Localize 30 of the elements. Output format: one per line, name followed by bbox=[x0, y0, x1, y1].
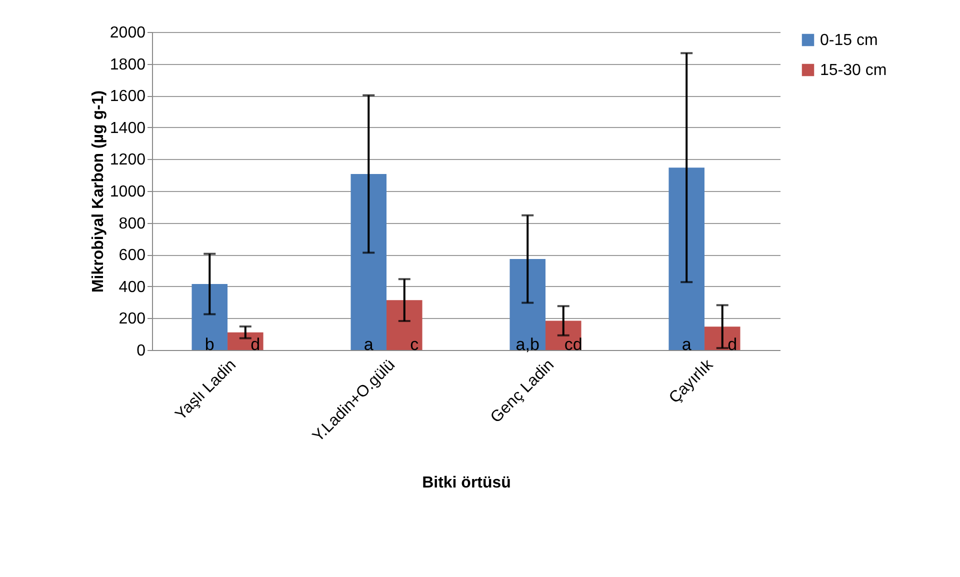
bar bbox=[545, 320, 582, 350]
legend-label: 15-30 cm bbox=[820, 62, 887, 79]
y-tick-label: 200 bbox=[118, 310, 146, 328]
data-label: cd bbox=[564, 335, 582, 354]
legend-label: 0-15 cm bbox=[820, 32, 878, 49]
y-axis-title: Mikrobiyal Karbon (µg g-1) bbox=[90, 90, 107, 293]
bar bbox=[228, 332, 264, 350]
data-label: c bbox=[410, 335, 420, 354]
y-tick-label: 600 bbox=[118, 247, 146, 264]
y-tick-label: 1000 bbox=[110, 184, 146, 200]
y-tick-label: 2000 bbox=[110, 24, 146, 42]
bar bbox=[668, 168, 704, 350]
data-label: a bbox=[364, 335, 374, 354]
data-label: a bbox=[682, 335, 692, 354]
bar bbox=[704, 326, 740, 350]
data-label: d bbox=[728, 335, 738, 354]
y-tick-label: 1600 bbox=[110, 88, 146, 106]
data-label: b bbox=[204, 335, 214, 354]
data-label: d bbox=[250, 335, 260, 354]
bar bbox=[192, 284, 228, 350]
bar bbox=[350, 174, 387, 350]
y-tick-label: 1800 bbox=[110, 56, 146, 74]
y-tick-label: 400 bbox=[118, 278, 146, 296]
bar bbox=[386, 300, 422, 350]
y-tick-label: 1400 bbox=[110, 120, 146, 137]
x-axis-title: Bitki örtüsü bbox=[422, 474, 511, 492]
y-tick-label: 1200 bbox=[110, 152, 146, 169]
y-tick-label: 0 bbox=[136, 342, 146, 360]
y-tick-label: 800 bbox=[118, 215, 146, 232]
data-label: a,b bbox=[516, 335, 540, 354]
